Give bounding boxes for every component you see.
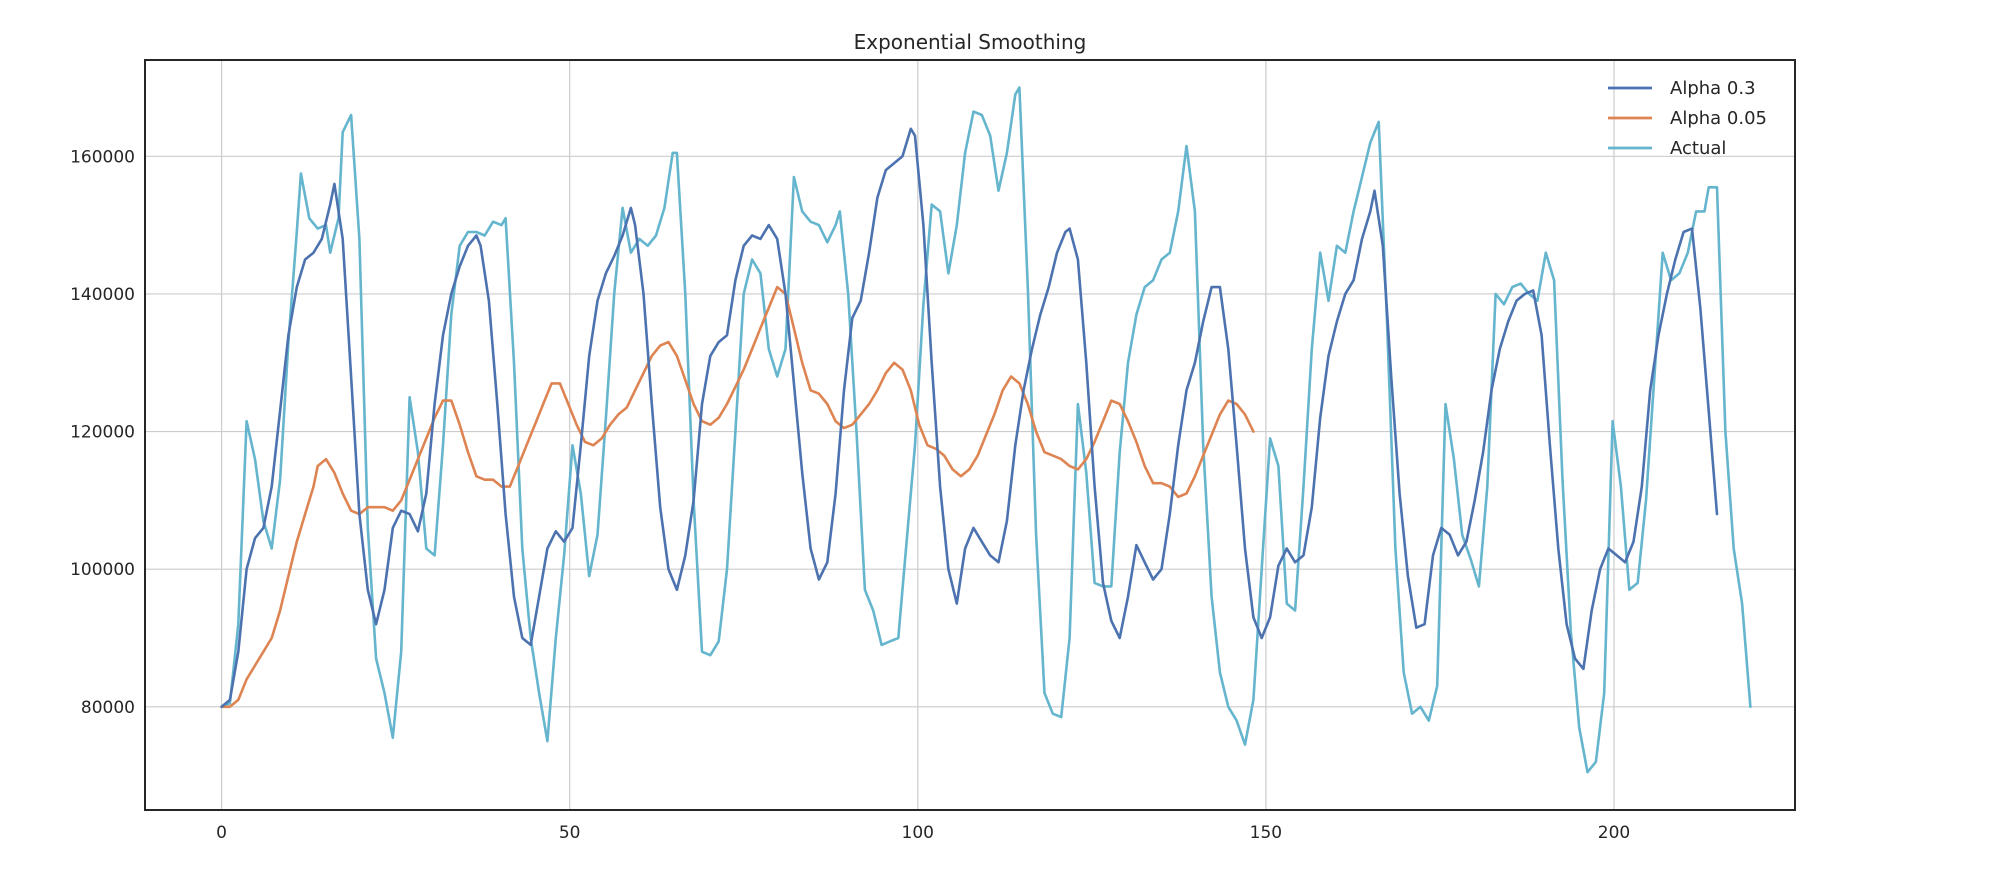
x-tick-label: 150 [1250, 823, 1282, 843]
y-tick-label: 80000 [81, 698, 135, 718]
legend: Alpha 0.3 Alpha 0.05 Actual [1608, 78, 1767, 159]
series-line-alpha-0-05 [220, 285, 1255, 709]
series-line-actual [220, 86, 1752, 774]
series-line-alpha-0-3 [220, 127, 1719, 709]
series-layer [220, 86, 1752, 774]
plot-frame [144, 59, 1796, 811]
x-tick-label: 200 [1598, 823, 1630, 843]
x-tick-label: 100 [902, 823, 934, 843]
x-tick-label: 0 [216, 823, 227, 843]
y-tick-label: 120000 [70, 423, 135, 443]
legend-label: Actual [1670, 138, 1726, 159]
legend-label: Alpha 0.05 [1670, 108, 1767, 129]
y-tick-label: 160000 [70, 147, 135, 167]
y-tick-label: 100000 [70, 560, 135, 580]
chart-title: Exponential Smoothing [854, 30, 1087, 54]
legend-label: Alpha 0.3 [1670, 78, 1756, 99]
tick-layer: 0 50 100 150 200 80000 100000 120000 140000 16000… [70, 147, 1630, 843]
x-tick-label: 50 [559, 823, 581, 843]
y-tick-label: 140000 [70, 285, 135, 305]
